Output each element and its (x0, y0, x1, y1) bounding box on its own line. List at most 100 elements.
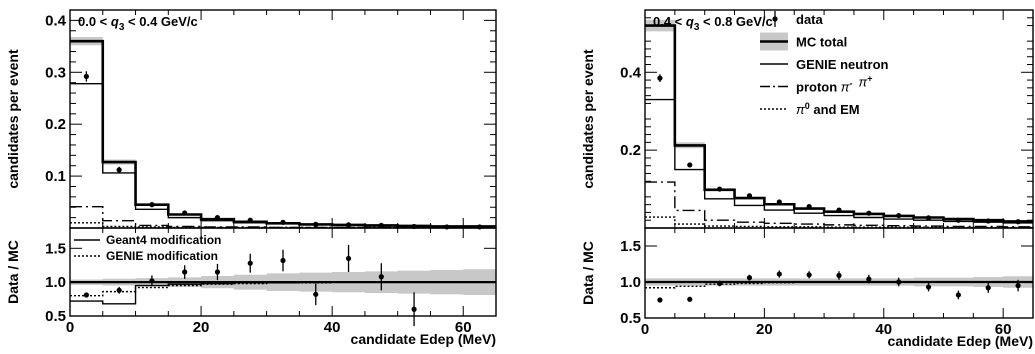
ratio-point (116, 287, 122, 293)
range-sub: 3 (694, 22, 700, 33)
ratio-point (806, 272, 812, 278)
ratio-point (955, 292, 961, 298)
ratio-point (836, 272, 842, 279)
data-point (444, 224, 450, 230)
ratio-point (985, 285, 991, 291)
legend-label: GENIE neutron (796, 57, 889, 72)
data-point (280, 219, 286, 225)
legend-text: data (796, 12, 824, 27)
data-point (116, 167, 122, 173)
ratio-point (247, 260, 253, 266)
data-point (955, 217, 961, 223)
y-tick-label: 0.5 (620, 310, 641, 327)
data-point (657, 75, 663, 81)
data-point (1015, 219, 1021, 225)
mc-uncertainty-band (645, 19, 1033, 223)
ratio-point (345, 255, 352, 262)
y-tick-label: 0.2 (45, 116, 66, 133)
y-tick-label: 0.5 (45, 308, 66, 325)
ratio-point (1015, 283, 1021, 289)
legend-text: proton (796, 80, 841, 95)
mc-total-histogram (645, 24, 1033, 223)
data-point (806, 203, 812, 210)
data-point (345, 222, 352, 228)
ratio-point (411, 306, 417, 312)
ratio-point (776, 271, 782, 277)
q3-range-label: 0.0 < q3 < 0.4 GeV/c (78, 14, 198, 33)
data-point (776, 199, 782, 205)
x-tick-label: 60 (995, 321, 1012, 338)
range-post: < 0.4 GeV/c (124, 14, 197, 29)
data-point (866, 210, 872, 216)
ratio-point (687, 296, 693, 302)
y-tick-label: 1.0 (45, 274, 66, 291)
data-point (687, 162, 693, 168)
y-tick-label: 0.4 (45, 12, 67, 29)
data-point (925, 215, 932, 221)
ratio-point (717, 280, 723, 287)
data-point (378, 222, 384, 229)
range-var: q (111, 14, 119, 29)
ratio-point (214, 269, 221, 275)
legend-text: and EM (810, 102, 860, 117)
data-point (149, 202, 155, 208)
y-tick-label: 0.3 (45, 64, 66, 81)
x-tick-label: 20 (193, 319, 210, 336)
range-pre: 0.4 < (653, 14, 686, 29)
data-point (313, 221, 319, 227)
ratio-frame (644, 227, 1034, 319)
ratio-point (149, 278, 155, 284)
legend-text: GENIE neutron (796, 57, 889, 72)
legend-label: MC total (796, 35, 847, 50)
y-tick-label: 0.2 (620, 142, 641, 159)
legend-label: Geant4 modification (106, 233, 221, 247)
data-point (746, 193, 753, 199)
q3-range-label: 0.4 < q3 < 0.8 GeV/c (653, 14, 773, 33)
legend-sup: + (867, 74, 872, 84)
genie-neutron-histogram (70, 83, 496, 228)
legend-sym: π (796, 102, 805, 117)
x-tick-label: 0 (66, 319, 74, 336)
legend-text: MC total (796, 35, 847, 50)
ratio-frame (69, 227, 497, 317)
data-point (83, 73, 89, 80)
genie-modification-line (70, 281, 496, 297)
data-point (214, 215, 221, 221)
legend-sup: 0 (805, 101, 810, 111)
ratio-point (313, 291, 319, 297)
x-tick-label: 20 (756, 321, 773, 338)
range-sub: 3 (119, 22, 125, 33)
data-point (477, 224, 483, 230)
x-tick-label: 40 (875, 321, 892, 338)
data-point (985, 218, 991, 224)
ratio-point (925, 284, 932, 290)
mc-uncertainty-band (70, 36, 496, 227)
x-axis-title: candidate Edep (MeV) (888, 333, 1033, 349)
y-axis-title-top: candidates per event (5, 49, 21, 189)
ratio-point (182, 269, 188, 275)
range-post: < 0.8 GeV/c (699, 14, 772, 29)
range-pre: 0.0 < (78, 14, 111, 29)
ratio-point (866, 276, 872, 282)
y-tick-label: 0.1 (45, 168, 66, 185)
data-point (247, 217, 253, 223)
data-point (896, 212, 902, 219)
x-tick-label: 0 (641, 321, 649, 338)
ratio-point (746, 275, 753, 281)
y-axis-title-ratio: Data / MC (580, 241, 596, 305)
y-tick-label: 1.5 (620, 238, 641, 255)
data-point (717, 186, 723, 192)
legend-label: proton π-π+ (796, 74, 872, 95)
ratio-point (896, 279, 902, 285)
legend-label: GENIE modification (106, 249, 218, 263)
legend-label: π0 and EM (796, 101, 860, 117)
ratio-point (657, 297, 663, 303)
genie-neutron-histogram (645, 98, 1033, 224)
top-frame (69, 9, 497, 229)
legend-sym: π (841, 80, 850, 95)
ratio-point (280, 257, 286, 264)
legend-sym: π (858, 75, 867, 90)
